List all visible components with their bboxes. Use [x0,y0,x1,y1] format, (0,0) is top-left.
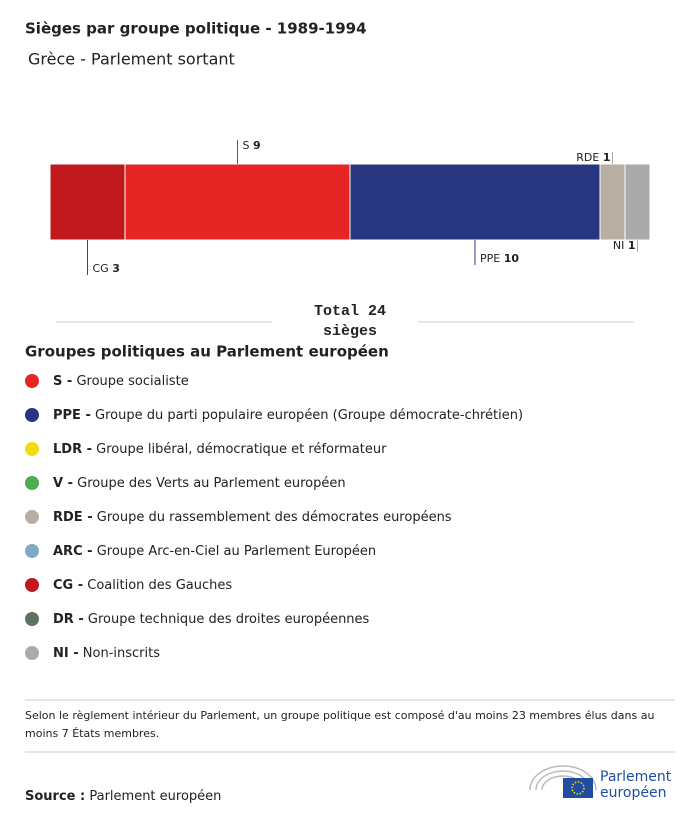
segment-value: 3 [112,262,120,275]
legend-swatch [25,374,39,388]
bar-segment [49,163,126,241]
bar-segment [599,163,626,241]
segment-value: 9 [253,139,261,152]
legend-label: Groupe des Verts au Parlement européen [77,476,345,491]
segment-value: 1 [603,151,611,164]
bar-segment [124,163,351,241]
legend-label: Groupe du rassemblement des démocrates e… [97,510,452,525]
segment-name: RDE [576,151,599,164]
total-value: 24 [368,303,386,320]
legend-swatch [25,646,39,660]
source: Source : Parlement européen [25,789,221,804]
chart-subtitle: Grèce - Parlement sortant [28,50,235,69]
segment-label: RDE 1 [576,151,610,164]
total-label: Total [314,303,359,320]
logo-text: européen [600,785,667,801]
legend-swatch [25,476,39,490]
segment-label: CG 3 [93,262,120,275]
bar-segment [624,163,651,241]
legend-entry: V - Groupe des Verts au Parlement europé… [53,476,346,491]
segment-value: 10 [504,252,520,265]
segment-label: PPE 10 [480,252,519,265]
legend-entry: CG - Coalition des Gauches [53,578,232,593]
segment-label: NI 1 [613,239,636,252]
legend-label: Groupe libéral, démocratique et réformat… [96,442,387,457]
segment-name: NI [613,239,624,252]
logo-text: Parlement [600,769,672,785]
legend-title: Groupes politiques au Parlement européen [25,343,389,361]
total: Total 24 sièges [56,303,634,340]
legend-abbr: S - [53,374,72,389]
legend-abbr: LDR - [53,442,92,457]
footnote: Selon le règlement intérieur du Parlemen… [25,709,654,722]
legend-abbr: NI - [53,646,79,661]
legend-swatch [25,578,39,592]
legend-entry: ARC - Groupe Arc-en-Ciel au Parlement Eu… [53,544,376,559]
legend-swatch [25,612,39,626]
source-label: Source : [25,789,85,804]
total-line: Total 24 [314,303,386,320]
legend-entry: PPE - Groupe du parti populaire européen… [53,408,523,423]
legend-label: Coalition des Gauches [87,578,232,593]
logo: Parlement européen [529,765,672,801]
legend-abbr: PPE - [53,408,91,423]
legend-label: Groupe technique des droites européennes [88,612,370,627]
segment-name: CG [93,262,109,275]
legend-abbr: ARC - [53,544,93,559]
legend-abbr: V - [53,476,73,491]
footnote: moins 7 États membres. [25,727,159,740]
legend-swatch [25,510,39,524]
legend-label: Groupe du parti populaire européen (Grou… [95,408,523,423]
total-unit: sièges [323,323,377,340]
legend-abbr: CG - [53,578,83,593]
legend-entry: NI - Non-inscrits [53,646,160,661]
legend-swatch [25,408,39,422]
legend-entry: LDR - Groupe libéral, démocratique et ré… [53,442,387,457]
legend-swatch [25,442,39,456]
legend-entry: DR - Groupe technique des droites europé… [53,612,370,627]
legend-abbr: RDE - [53,510,93,525]
legend-abbr: DR - [53,612,84,627]
segment-label: S 9 [243,139,261,152]
source-text: Parlement européen [89,789,221,804]
legend-label: Groupe socialiste [76,374,188,389]
legend-label: Non-inscrits [83,646,160,661]
legend-entry: S - Groupe socialiste [53,374,189,389]
legend-entry: RDE - Groupe du rassemblement des démocr… [53,510,452,525]
chart-title: Sièges par groupe politique - 1989-1994 [25,20,367,38]
segment-name: PPE [480,252,500,265]
segment-name: S [243,139,250,152]
legend-label: Groupe Arc-en-Ciel au Parlement Européen [97,544,376,559]
bar-segment [349,163,601,241]
segment-value: 1 [628,239,636,252]
legend-swatch [25,544,39,558]
